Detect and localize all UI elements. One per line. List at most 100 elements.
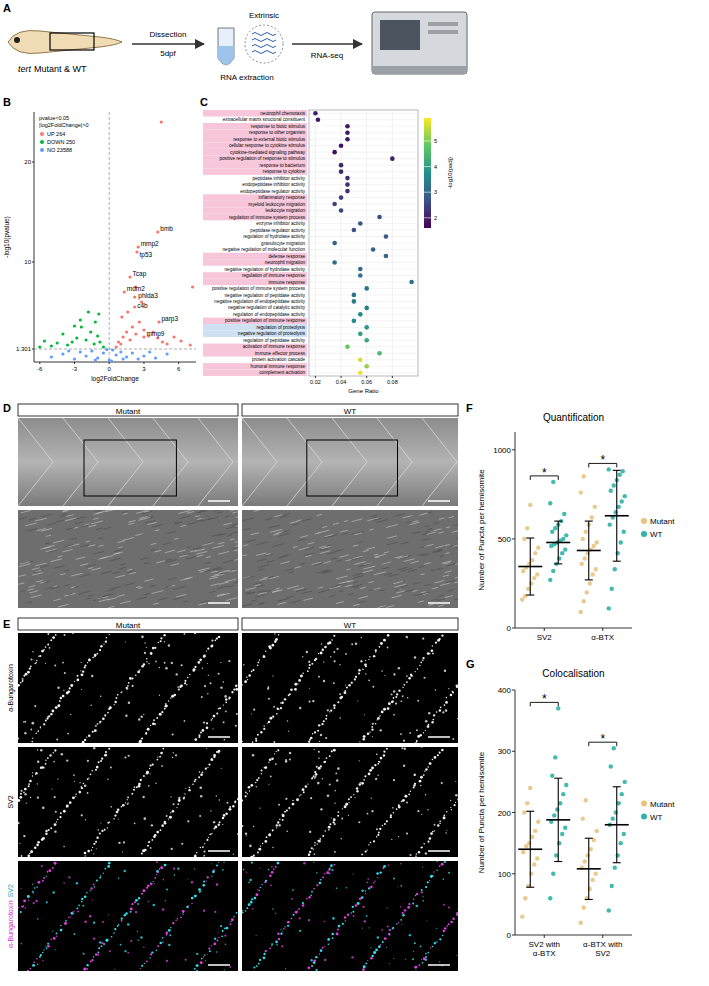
punctum	[427, 725, 430, 728]
punctum	[86, 892, 87, 893]
punctum	[401, 747, 403, 749]
punctum	[150, 725, 151, 726]
fiber	[381, 562, 391, 565]
fiber	[421, 574, 425, 575]
punctum	[392, 807, 394, 809]
fiber	[421, 592, 426, 593]
punctum	[231, 691, 233, 693]
punctum	[47, 871, 49, 873]
rna-strand	[252, 33, 276, 36]
punctum	[311, 847, 313, 849]
punctum	[225, 813, 228, 816]
punctum	[429, 653, 431, 655]
punctum	[439, 823, 440, 824]
fiber	[62, 510, 68, 512]
fiber	[180, 525, 186, 526]
point	[157, 320, 160, 323]
punctum	[180, 684, 183, 687]
punctum	[222, 824, 223, 825]
fiber	[234, 549, 238, 551]
punctum	[213, 821, 215, 823]
punctum	[60, 925, 61, 926]
fiber	[122, 512, 126, 513]
point	[120, 315, 123, 318]
punctum	[103, 943, 105, 945]
sequencer	[372, 12, 467, 74]
punctum	[333, 704, 336, 707]
grid-line	[309, 126, 418, 127]
fiber	[432, 599, 440, 601]
fiber	[434, 550, 443, 552]
punctum	[114, 704, 115, 705]
punctum	[126, 687, 128, 689]
punctum	[189, 674, 191, 676]
arrow	[292, 43, 362, 45]
fiber	[46, 549, 57, 552]
punctum	[161, 824, 164, 827]
grid-line	[309, 178, 418, 179]
fiber	[236, 516, 238, 517]
fiber	[396, 591, 405, 593]
micrograph-bg	[18, 861, 238, 971]
dot	[332, 202, 337, 207]
punctum	[265, 651, 266, 652]
punctum	[289, 758, 291, 760]
punctum	[207, 693, 209, 695]
punctum	[327, 709, 329, 711]
fiber	[374, 572, 386, 575]
fiber	[258, 569, 264, 571]
punctum	[147, 884, 150, 887]
point	[90, 349, 93, 352]
fiber	[308, 542, 314, 544]
punctum	[431, 721, 433, 723]
fiber	[251, 533, 259, 535]
punctum	[425, 852, 427, 854]
punctum	[383, 708, 386, 711]
fiber	[80, 545, 89, 547]
punctum	[278, 708, 280, 710]
point	[138, 320, 141, 323]
punctum	[415, 742, 418, 743]
punctum	[60, 929, 63, 932]
point	[56, 341, 59, 344]
fiber	[320, 551, 330, 554]
category-label: activation of immune response	[243, 344, 306, 349]
punctum	[351, 643, 353, 645]
punctum	[37, 761, 39, 763]
punctum	[154, 723, 156, 725]
fiber	[127, 571, 134, 573]
myoseptum	[198, 418, 233, 506]
punctum	[406, 675, 408, 677]
fiber	[333, 523, 339, 525]
punctum	[272, 716, 274, 718]
punctum	[121, 918, 123, 920]
dot	[358, 357, 363, 362]
punctum	[309, 739, 311, 741]
punctum	[85, 819, 86, 820]
punctum	[200, 773, 203, 776]
punctum	[64, 922, 67, 925]
fiber	[375, 554, 386, 557]
punctum	[351, 682, 353, 684]
punctum	[48, 869, 51, 872]
punctum	[203, 721, 205, 723]
fiber	[119, 510, 125, 511]
punctum	[198, 736, 200, 738]
x-tick-label: 0.08	[387, 379, 398, 385]
dot	[358, 221, 363, 226]
myoseptum	[287, 418, 322, 506]
punctum	[315, 776, 317, 778]
gene-label: bmb	[160, 225, 173, 232]
fiber	[213, 510, 222, 511]
punctum	[422, 847, 423, 848]
punctum	[152, 647, 155, 650]
punctum	[125, 715, 127, 717]
punctum	[416, 729, 418, 731]
punctum	[149, 957, 150, 958]
punctum	[348, 684, 351, 687]
point	[122, 357, 125, 360]
x-tick	[109, 362, 110, 364]
fiber	[42, 514, 52, 516]
fiber	[150, 585, 156, 586]
punctum	[106, 637, 108, 639]
